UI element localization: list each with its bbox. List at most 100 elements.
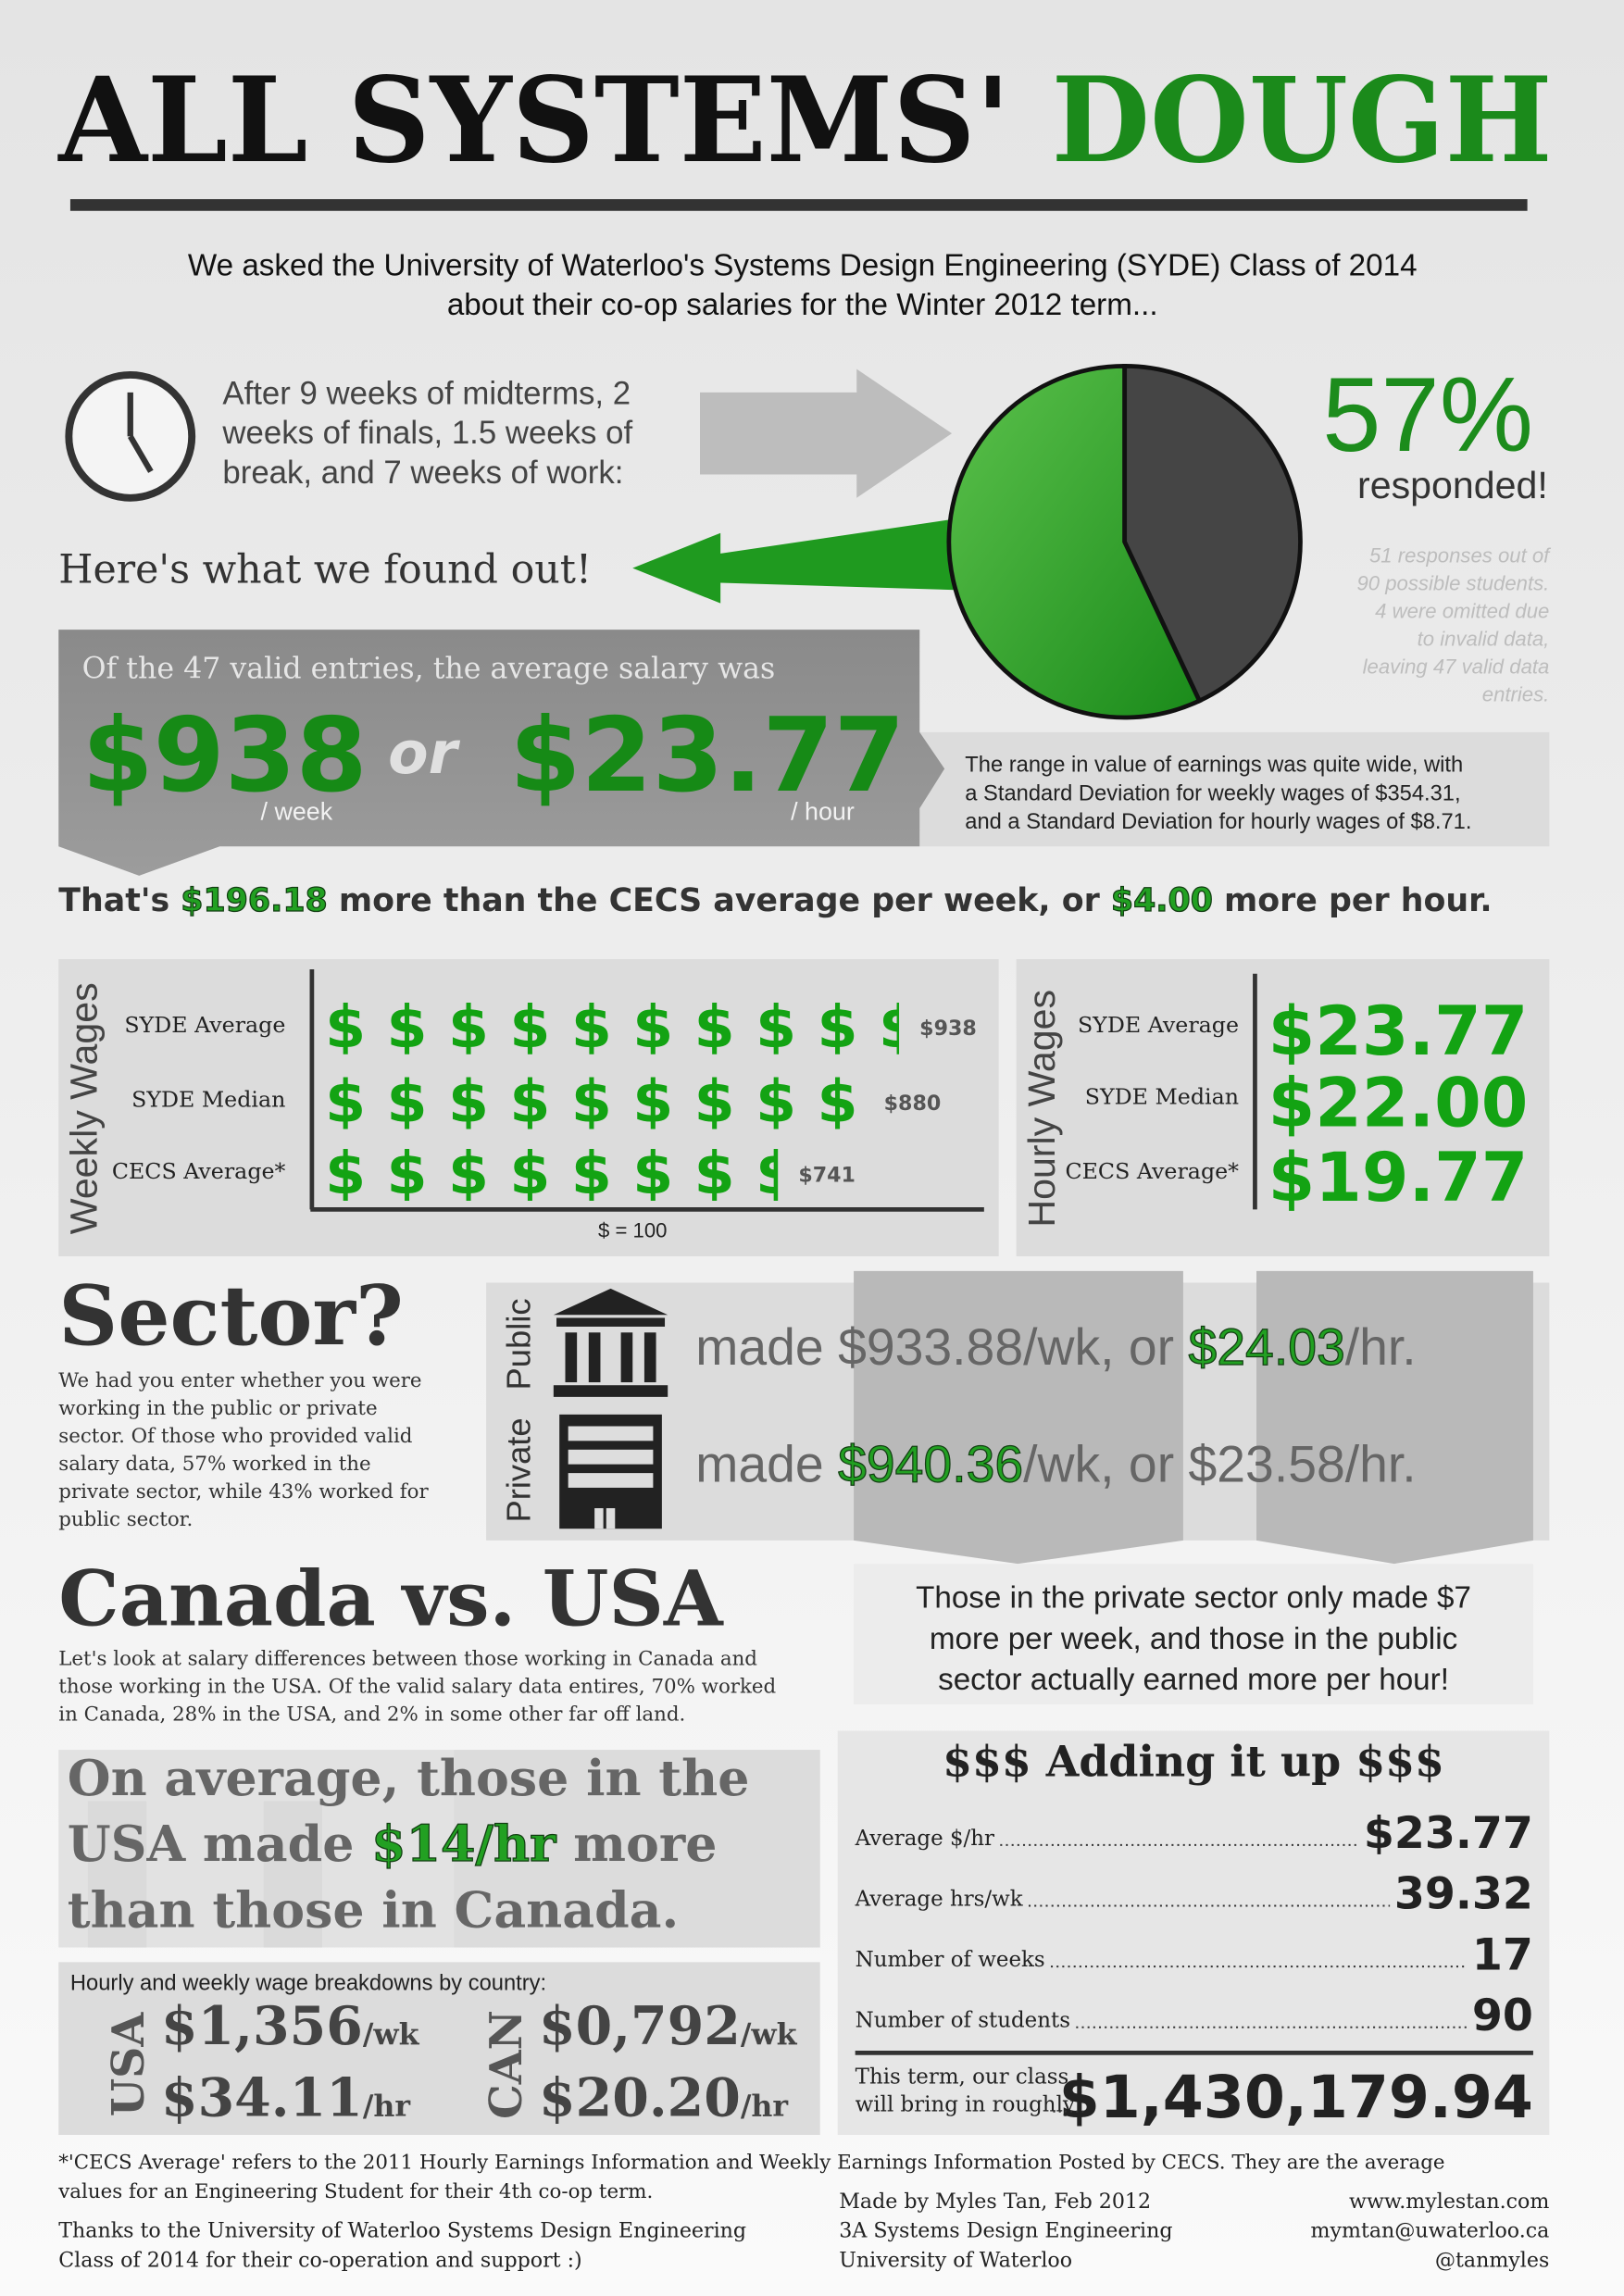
footer-contact: www.mylestan.com xyxy=(1349,2190,1549,2214)
row-value: 39.32 xyxy=(1394,1869,1533,1920)
range-line: The range in value of earnings was quite… xyxy=(965,754,1463,778)
section-title: Canada vs. USA xyxy=(58,1555,724,1644)
body-line: in Canada, 28% in the USA, and 2% in som… xyxy=(58,1703,685,1726)
footer-contact: mymtan@uwaterloo.ca xyxy=(1311,2219,1550,2243)
range-line: a Standard Deviation for weekly wages of… xyxy=(965,781,1460,805)
footer-contact: @tanmyles xyxy=(1435,2248,1549,2272)
amount: $20.20 xyxy=(539,2067,741,2128)
response-note: 51 responses out of xyxy=(1369,543,1552,567)
dollar-symbol: $ xyxy=(325,1067,366,1136)
amount: $0,792 xyxy=(539,1996,741,2057)
comparison: That's $196.18 more than the CECS averag… xyxy=(58,882,1492,919)
dollar-symbol: $ xyxy=(448,992,489,1061)
pie-slice xyxy=(1122,364,1303,705)
headline-box xyxy=(58,1750,820,1948)
dollar-symbol: $ xyxy=(325,992,366,1061)
public-icon xyxy=(553,1288,668,1397)
highlight: $24.03 xyxy=(1188,1318,1344,1376)
weekly-panel xyxy=(58,958,999,1257)
highlight: $196.18 xyxy=(181,882,327,919)
title: ALL SYSTEMS' xyxy=(57,51,1010,189)
response-caption: responded! xyxy=(1357,464,1548,506)
text-part: made $933.88/wk, or xyxy=(695,1318,1188,1376)
footer-note: *'CECS Average' refers to the 2011 Hourl… xyxy=(58,2151,1444,2174)
dollar-symbol: $ xyxy=(509,992,550,1061)
dollar-symbol: $ xyxy=(694,992,735,1061)
response-note: 4 were omitted due xyxy=(1375,599,1549,622)
category-label: SYDE Average xyxy=(1078,1012,1239,1038)
row-label: Number of students xyxy=(856,2009,1070,2033)
average-hourly: $23.77 xyxy=(509,696,905,816)
value-label: $741 xyxy=(798,1163,856,1187)
private-icon xyxy=(559,1414,662,1529)
note-line: sector actually earned more per hour! xyxy=(938,1663,1449,1697)
timeline-line: break, and 7 weeks of work: xyxy=(222,455,623,491)
result-label: This term, our class xyxy=(856,2065,1069,2090)
body-line: private sector, while 43% worked for xyxy=(58,1480,429,1504)
timeline-line: After 9 weeks of midterms, 2 xyxy=(222,377,631,412)
amount: $34.11 xyxy=(161,2067,363,2128)
row-value: 90 xyxy=(1472,1990,1533,2041)
body-line: those working in the USA. Of the valid s… xyxy=(58,1675,776,1698)
dollar-symbol: $ xyxy=(632,1139,673,1207)
intro-line: about their co-op salaries for the Winte… xyxy=(447,288,1158,322)
result-label: will bring in roughly xyxy=(856,2093,1075,2117)
body-line: Let's look at salary differences between… xyxy=(58,1647,757,1670)
dollar-symbol: $ xyxy=(756,992,796,1061)
unit: /hr xyxy=(741,2089,789,2123)
response-note: to invalid data, xyxy=(1418,628,1550,651)
country-hourly: $20.20/hr xyxy=(539,2067,788,2128)
country-hourly: $34.11/hr xyxy=(161,2067,410,2128)
dollar-symbol: $ xyxy=(571,1067,612,1136)
title-highlight: DOUGH xyxy=(1052,51,1553,189)
range-line: and a Standard Deviation for hourly wage… xyxy=(965,810,1471,834)
category-label: SYDE Median xyxy=(1085,1084,1239,1110)
headline-line: than those in Canada. xyxy=(68,1880,680,1939)
dollar-symbol: $ xyxy=(818,992,858,1061)
text-part: That's xyxy=(58,882,181,919)
footer-thanks: Thanks to the University of Waterloo Sys… xyxy=(58,2219,746,2243)
country-weekly: $0,792/wk xyxy=(539,1996,798,2057)
row-label: Number of weeks xyxy=(856,1948,1045,1972)
category-label: CECS Average* xyxy=(112,1158,286,1184)
highlight: $14/hr xyxy=(371,1815,556,1873)
or-text: or xyxy=(388,718,460,787)
country-weekly: $1,356/wk xyxy=(161,1996,420,2057)
clock-icon xyxy=(65,370,196,502)
average-weekly: $938 xyxy=(82,696,368,816)
hourly-value: $23.77 xyxy=(1268,992,1529,1071)
footer-credit: Made by Myles Tan, Feb 2012 xyxy=(839,2190,1151,2214)
found-text: Here's what we found out! xyxy=(58,547,592,593)
dollar-symbol: $ xyxy=(756,1067,796,1136)
hourly-value: $22.00 xyxy=(1268,1064,1529,1142)
sector-label: Public xyxy=(500,1298,538,1390)
axis-label: Hourly Wages xyxy=(1020,990,1063,1228)
pictogram-bar: $ $ $ $ $ $ $ $ $ xyxy=(325,1067,857,1136)
text-part: more per hour. xyxy=(1213,882,1493,919)
unit: / week xyxy=(261,798,333,826)
row-label: Average $/hr xyxy=(855,1827,994,1851)
axis-label: Weekly Wages xyxy=(62,982,105,1234)
footer-note: values for an Engineering Student for th… xyxy=(57,2180,653,2203)
dollar-symbol: $ xyxy=(571,1139,612,1207)
hourly-panel xyxy=(1016,958,1550,1257)
headline-line: USA made $14/hr more xyxy=(68,1815,718,1873)
sector-line: made $933.88/wk, or $24.03/hr. xyxy=(695,1318,1416,1376)
country-label: USA xyxy=(103,2012,155,2117)
section-title: Sector? xyxy=(58,1267,404,1364)
headline-line: On average, those in the xyxy=(68,1749,750,1807)
breakdown-title: Hourly and weekly wage breakdowns by cou… xyxy=(70,1971,546,1995)
sector-column xyxy=(854,1270,1183,1565)
dollar-symbol: $ xyxy=(879,992,919,1061)
timeline-line: weeks of finals, 1.5 weeks of xyxy=(221,416,632,451)
unit: / hour xyxy=(791,798,855,826)
response-note: entries. xyxy=(1482,683,1550,706)
sector-label: Private xyxy=(500,1417,538,1522)
text-part: made xyxy=(695,1436,838,1493)
dollar-symbol: $ xyxy=(387,1067,428,1136)
dollar-symbol: $ xyxy=(756,1139,796,1207)
row-value: $23.77 xyxy=(1364,1808,1533,1859)
highlight: $940.36 xyxy=(838,1436,1023,1493)
pie-slice xyxy=(946,364,1203,720)
